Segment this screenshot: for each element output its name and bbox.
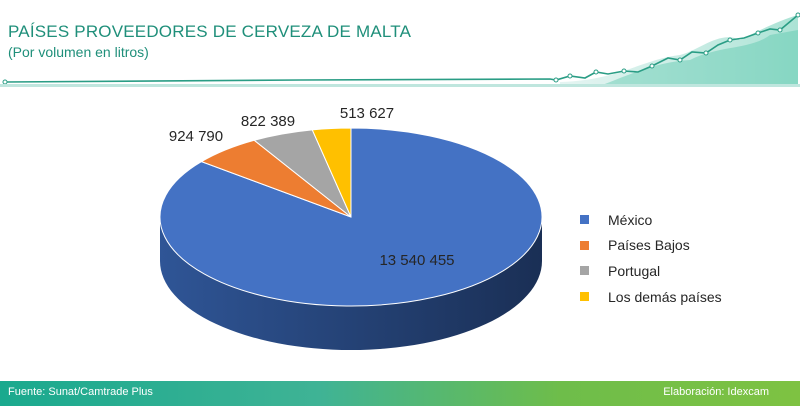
legend-swatch (580, 266, 589, 276)
legend-label: México (608, 211, 653, 228)
legend-swatch (580, 215, 589, 225)
legend-label: Los demás países (608, 288, 722, 305)
pie-chart: 13 540 455 924 790 822 389 513 627 (159, 105, 543, 350)
chart-title: PAÍSES PROVEEDORES DE CERVEZA DE MALTA (8, 22, 412, 41)
pie-slice-0 (159, 127, 543, 307)
header-decoration (0, 12, 800, 87)
legend-item: Portugal (580, 258, 722, 284)
credit-text: Elaboración: Idexcam (663, 386, 769, 398)
chart-subtitle: (Por volumen en litros) (8, 44, 149, 60)
legend-swatch (580, 240, 589, 250)
source-text: Fuente: Sunat/Camtrade Plus (8, 386, 153, 398)
legend-item: Países Bajos (580, 233, 722, 259)
data-label-3: 513 627 (340, 105, 394, 122)
data-label-0: 13 540 455 (379, 252, 454, 269)
legend-item: Los demás países (580, 284, 722, 310)
legend-label: Países Bajos (608, 237, 690, 254)
legend-item: México (580, 207, 722, 233)
pie-slice-3 (311, 127, 352, 218)
legend-swatch (580, 292, 589, 302)
legend-label: Portugal (608, 262, 661, 279)
data-label-2: 822 389 (241, 113, 295, 130)
data-label-1: 924 790 (169, 128, 223, 145)
footer-bar: Fuente: Sunat/Camtrade Plus Elaboración:… (0, 381, 800, 406)
legend: México Países Bajos Portugal Los demás p… (580, 207, 722, 309)
pie-side-0 (160, 217, 542, 350)
